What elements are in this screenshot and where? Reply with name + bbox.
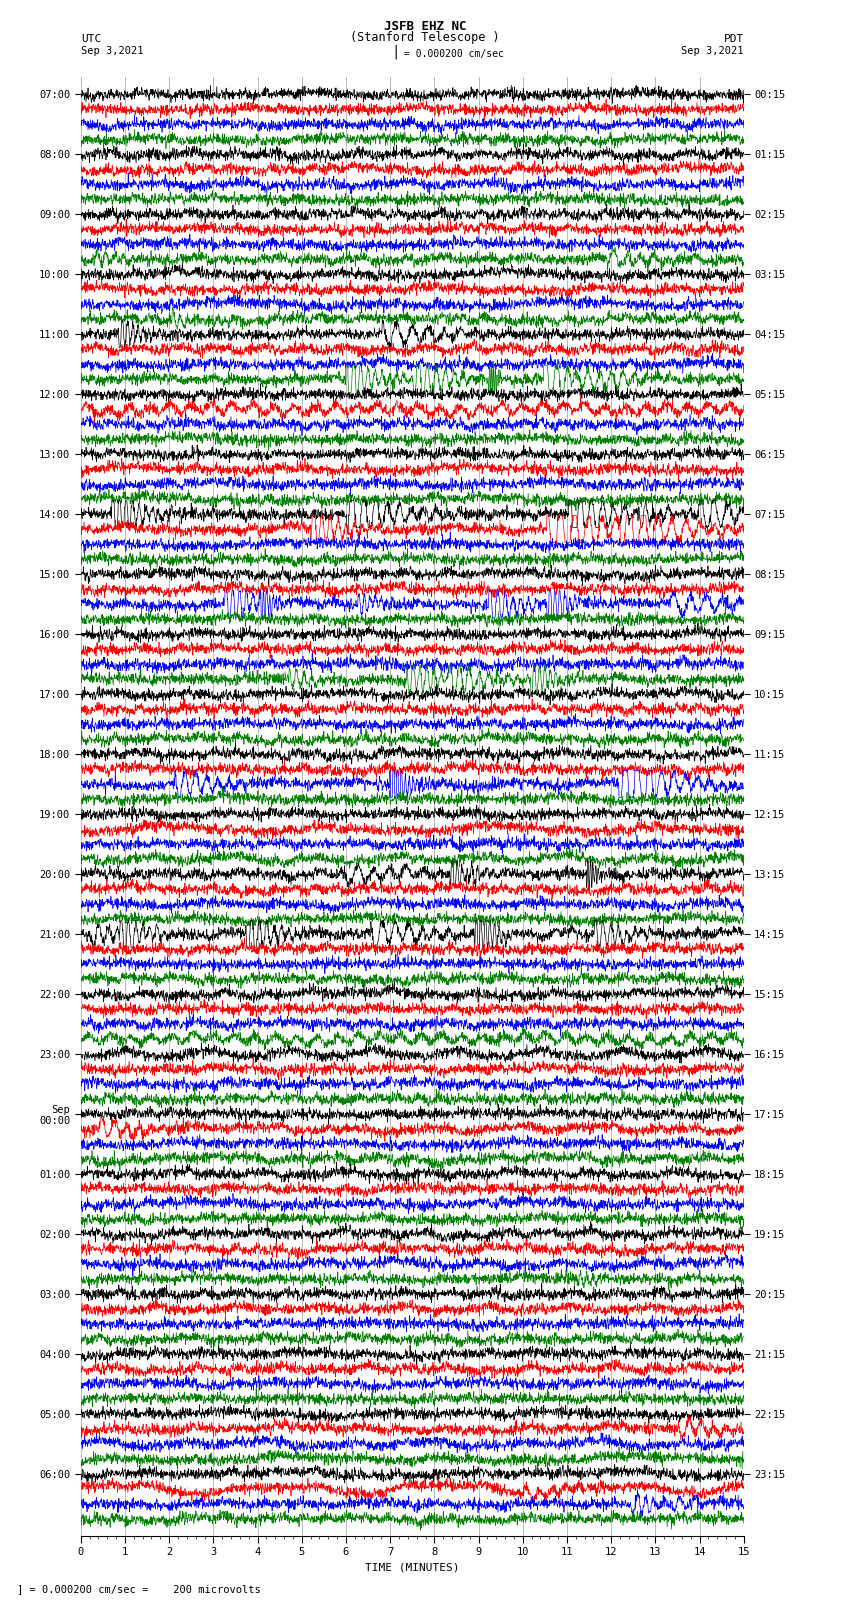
Text: = 0.000200 cm/sec: = 0.000200 cm/sec xyxy=(404,48,503,58)
Text: Sep 3,2021: Sep 3,2021 xyxy=(81,45,144,56)
Text: (Stanford Telescope ): (Stanford Telescope ) xyxy=(350,31,500,44)
Text: ] = 0.000200 cm/sec =    200 microvolts: ] = 0.000200 cm/sec = 200 microvolts xyxy=(17,1584,261,1594)
Text: JSFB EHZ NC: JSFB EHZ NC xyxy=(383,19,467,32)
Text: |: | xyxy=(391,45,399,58)
X-axis label: TIME (MINUTES): TIME (MINUTES) xyxy=(365,1563,460,1573)
Text: Sep 3,2021: Sep 3,2021 xyxy=(681,45,744,56)
Text: UTC: UTC xyxy=(81,34,101,44)
Text: PDT: PDT xyxy=(723,34,744,44)
